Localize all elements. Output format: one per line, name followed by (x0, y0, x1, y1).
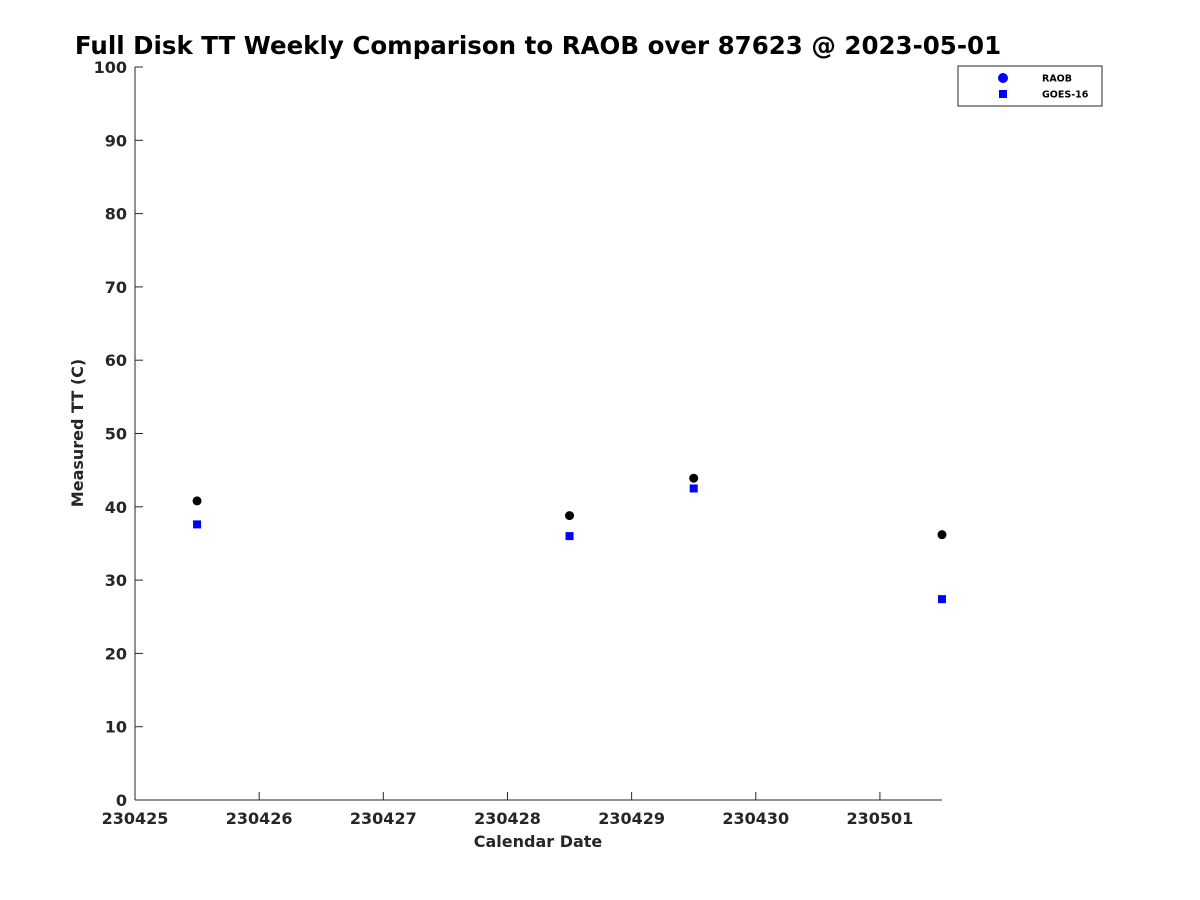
x-tick-label: 230429 (598, 809, 665, 828)
legend-label-1: GOES-16 (1042, 90, 1089, 101)
legend-box (957, 65, 1103, 107)
raob-point (565, 511, 575, 521)
y-tick-label: 50 (105, 425, 127, 444)
y-axis-label: Measured TT (C) (68, 359, 87, 507)
y-tick-label: 90 (105, 131, 127, 150)
goes-16-point (565, 532, 574, 541)
raob-point (192, 496, 202, 506)
x-tick-label: 230501 (847, 809, 914, 828)
y-tick-label: 70 (105, 278, 127, 297)
y-tick-label: 10 (105, 718, 127, 737)
x-tick-label: 230430 (722, 809, 789, 828)
x-tick-label: 230427 (350, 809, 417, 828)
raob-point (937, 530, 947, 540)
legend-marker-0 (998, 73, 1008, 83)
goes-16-point (193, 520, 202, 529)
x-tick-label: 230425 (102, 809, 169, 828)
axes: 0 10 20 30 40 50 60 70 80 90 100 230425 230426 230427… (94, 58, 942, 828)
y-tick-label: 20 (105, 644, 127, 663)
y-tick-label: 80 (105, 205, 127, 224)
x-tick-label: 230428 (474, 809, 541, 828)
legend: RAOB GOES-16 (957, 65, 1103, 107)
raob-point (689, 473, 699, 483)
goes-16-point (938, 595, 946, 604)
y-tick-label: 0 (116, 791, 127, 810)
y-tick-label: 40 (105, 498, 127, 517)
x-axis-label: Calendar Date (474, 832, 603, 851)
x-tick-label: 230426 (226, 809, 293, 828)
y-tick-label: 30 (105, 571, 127, 590)
y-tick-label: 100 (94, 58, 127, 77)
goes-16-point (689, 484, 698, 493)
y-tick-label: 60 (105, 351, 127, 370)
chart-title: Full Disk TT Weekly Comparison to RAOB o… (75, 31, 1001, 60)
legend-marker-1 (999, 90, 1007, 98)
data-points (192, 473, 947, 604)
legend-label-0: RAOB (1042, 74, 1072, 85)
